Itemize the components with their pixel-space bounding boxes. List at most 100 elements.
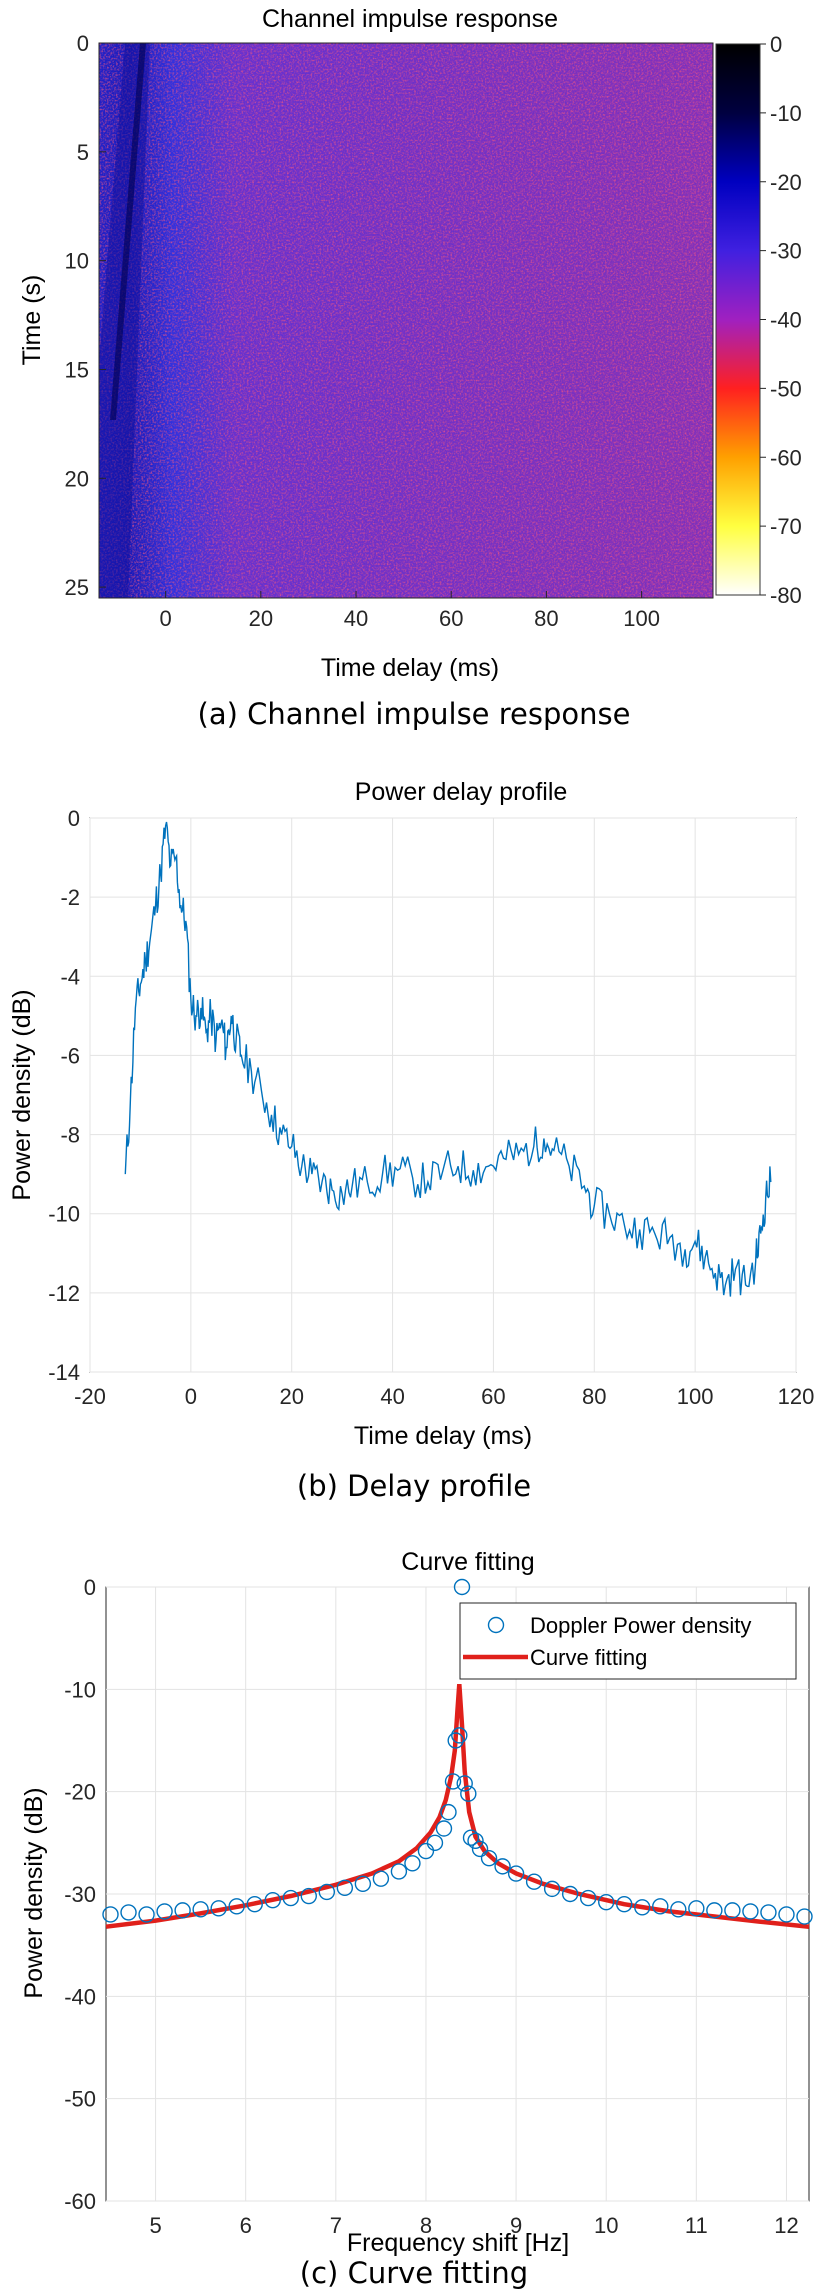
y-tick-label: -2 — [60, 885, 80, 910]
x-tick-label: -20 — [74, 1384, 106, 1409]
y-tick-label: -6 — [60, 1043, 80, 1068]
data-point — [561, 1885, 579, 1903]
chart-a: Channel impulse response 0 20 40 60 80 100051… — [18, 5, 802, 731]
data-point — [480, 1849, 498, 1867]
chart-a-caption: (a) Channel impulse response — [198, 697, 631, 731]
chart-c-title: Curve fitting — [401, 1548, 534, 1576]
colorbar-tick-label: -80 — [770, 583, 802, 608]
x-tick-label: 120 — [778, 1384, 815, 1409]
chart-a-ylabel: Time (s) — [18, 275, 46, 366]
colorbar — [715, 43, 761, 596]
colorbar-tick-label: -30 — [770, 239, 802, 264]
chart-c-ylabel: Power density (dB) — [20, 1787, 48, 1998]
data-point — [102, 1906, 119, 1923]
data-point — [456, 1775, 473, 1792]
chart-a-title: Channel impulse response — [262, 5, 558, 33]
data-point — [354, 1875, 372, 1892]
colorbar-tick-label: 0 — [770, 32, 782, 57]
x-tick-label: 8 — [420, 2213, 432, 2238]
chart-b-axes: -20 0 20 40 60 80 100 120 0 -2 -4 -6 -8 -10 -12 -14 — [48, 806, 814, 1409]
x-tick-label: 12 — [774, 2213, 798, 2238]
legend-box — [459, 1602, 797, 1680]
chart-b-caption: (b) Delay profile — [297, 1469, 531, 1503]
data-point — [471, 1840, 489, 1858]
chart-a-axes: 0 20 40 60 80 100 0 5 10 15 20 25 — [65, 31, 714, 631]
data-point — [543, 1880, 561, 1898]
data-point — [417, 1842, 435, 1860]
data-point — [453, 1578, 471, 1596]
data-point — [460, 1785, 477, 1802]
heatmap-strong-band — [99, 43, 150, 598]
chart-b-series-line — [124, 821, 772, 1297]
x-tick-label: 20 — [279, 1384, 303, 1409]
data-point — [467, 1832, 484, 1849]
colorbar-ticks: 0 -10 -20 -30 -40 -50 -60 -70 -80 — [760, 32, 802, 608]
y-tick-label: 0 — [68, 806, 80, 831]
data-point — [426, 1834, 444, 1852]
x-tick-label: 6 — [240, 2213, 252, 2238]
data-point — [670, 1901, 687, 1918]
data-point — [447, 1732, 464, 1749]
data-point — [210, 1900, 227, 1917]
colorbar-tick-label: -70 — [770, 514, 802, 539]
legend-marker-circle — [487, 1616, 505, 1634]
y-tick-label: -20 — [64, 1780, 96, 1805]
chart-c-fit-line — [105, 1684, 810, 1929]
y-tick-label: -8 — [60, 1123, 80, 1148]
data-point — [634, 1899, 651, 1916]
data-point — [598, 1893, 615, 1911]
chart-b-ylabel: Power density (dB) — [8, 989, 36, 1200]
chart-b-grid — [89, 817, 797, 1373]
data-point — [652, 1898, 669, 1915]
colorbar-tick-label: -50 — [770, 376, 802, 401]
data-point — [778, 1906, 795, 1923]
data-point — [120, 1904, 137, 1921]
y-tick-label: -10 — [48, 1202, 80, 1227]
data-point — [579, 1889, 597, 1907]
x-tick-label: 40 — [344, 606, 368, 631]
data-point — [228, 1898, 245, 1915]
x-tick-label: 100 — [677, 1384, 714, 1409]
data-point — [616, 1896, 633, 1913]
data-point — [760, 1904, 777, 1921]
data-point — [451, 1727, 468, 1744]
colorbar-tick-label: -20 — [770, 170, 802, 195]
y-tick-label: -12 — [48, 1281, 80, 1306]
heatmap-dark-streak — [110, 43, 146, 420]
chart-b-plot-area — [89, 817, 797, 1373]
chart-b-title: Power delay profile — [355, 778, 568, 806]
x-tick-label: 60 — [439, 606, 463, 631]
x-tick-label: 0 — [185, 1384, 197, 1409]
y-tick-label: 20 — [65, 466, 89, 491]
legend-label-doppler: Doppler Power density — [530, 1613, 751, 1638]
x-tick-label: 0 — [160, 606, 172, 631]
y-tick-label: 10 — [65, 249, 89, 274]
data-point — [742, 1903, 759, 1920]
data-point — [318, 1883, 336, 1901]
data-point — [264, 1891, 281, 1909]
x-tick-label: 11 — [685, 2213, 708, 2238]
x-tick-label: 40 — [380, 1384, 404, 1409]
data-point — [688, 1900, 705, 1917]
legend-label-fit: Curve fitting — [530, 1645, 647, 1670]
data-point — [174, 1902, 191, 1919]
chart-a-xlabel: Time delay (ms) — [321, 654, 499, 682]
data-point — [372, 1870, 390, 1887]
chart-c-axes: 5 6 7 8 9 10 11 12 0 -10 -20 -30 -40 -50 -60 — [64, 1575, 799, 2238]
heatmap-noise-dark — [99, 43, 713, 598]
colorbar-tick-label: -40 — [770, 308, 802, 333]
y-tick-label: -60 — [64, 2189, 96, 2214]
x-tick-label: 80 — [582, 1384, 606, 1409]
chart-b-xlabel: Time delay (ms) — [354, 1422, 532, 1450]
data-point — [192, 1901, 209, 1918]
chart-b: Power delay profile -20 0 20 40 60 80 100 1200-… — [8, 778, 814, 1503]
y-tick-label: -4 — [60, 964, 80, 989]
data-point — [494, 1858, 511, 1875]
chart-c-points — [102, 1578, 813, 1925]
chart-a-frame — [98, 42, 714, 599]
data-point — [156, 1903, 173, 1920]
data-point — [282, 1889, 299, 1907]
colorbar-tick-label: -60 — [770, 445, 802, 470]
heatmap-area — [99, 43, 713, 598]
